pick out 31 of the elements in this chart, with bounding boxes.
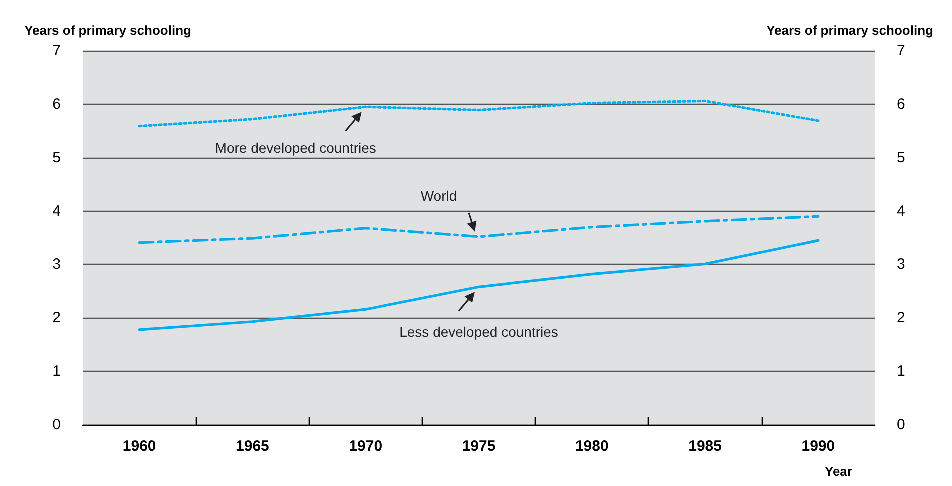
series-label: Less developed countries <box>400 324 558 340</box>
y2-tick-label: 4 <box>897 202 906 220</box>
series-label: More developed countries <box>215 140 376 156</box>
text: World <box>420 188 458 204</box>
y2-tick-label: 2 <box>897 310 906 327</box>
y-tick-label: 5 <box>52 149 61 166</box>
y2-tick-label: 1 <box>897 363 906 380</box>
x-tick-label: 1990 <box>802 438 836 455</box>
x-axis-title: Year <box>825 464 852 479</box>
y2-tick-label: 3 <box>897 256 906 274</box>
y2-axis-title: Years of primary schooling <box>766 23 934 38</box>
y-axis-title: Years of primary schooling <box>24 23 192 38</box>
y2-tick-label: 0 <box>897 416 906 434</box>
y2-tick-label: 5 <box>897 149 906 166</box>
y-tick-label: 7 <box>52 42 61 60</box>
x-tick-label: 1980 <box>575 438 609 455</box>
y-tick-label: 2 <box>52 310 61 327</box>
y-tick-label: 4 <box>52 202 61 220</box>
x-tick-label: 1965 <box>236 438 270 455</box>
x-tick-label: 1960 <box>122 438 156 455</box>
y-tick-label: 3 <box>52 256 61 274</box>
line-series <box>138 100 820 128</box>
y-tick-label: 0 <box>52 416 61 434</box>
y2-tick-label: 6 <box>897 96 906 113</box>
y2-tick-label: 7 <box>897 42 906 60</box>
x-tick-label: 1970 <box>349 438 383 455</box>
x-tick-label: 1985 <box>688 438 722 455</box>
line-series <box>138 215 820 244</box>
y-tick-label: 6 <box>52 96 61 113</box>
x-tick-label: 1975 <box>462 438 496 455</box>
y-tick-label: 1 <box>52 363 61 380</box>
